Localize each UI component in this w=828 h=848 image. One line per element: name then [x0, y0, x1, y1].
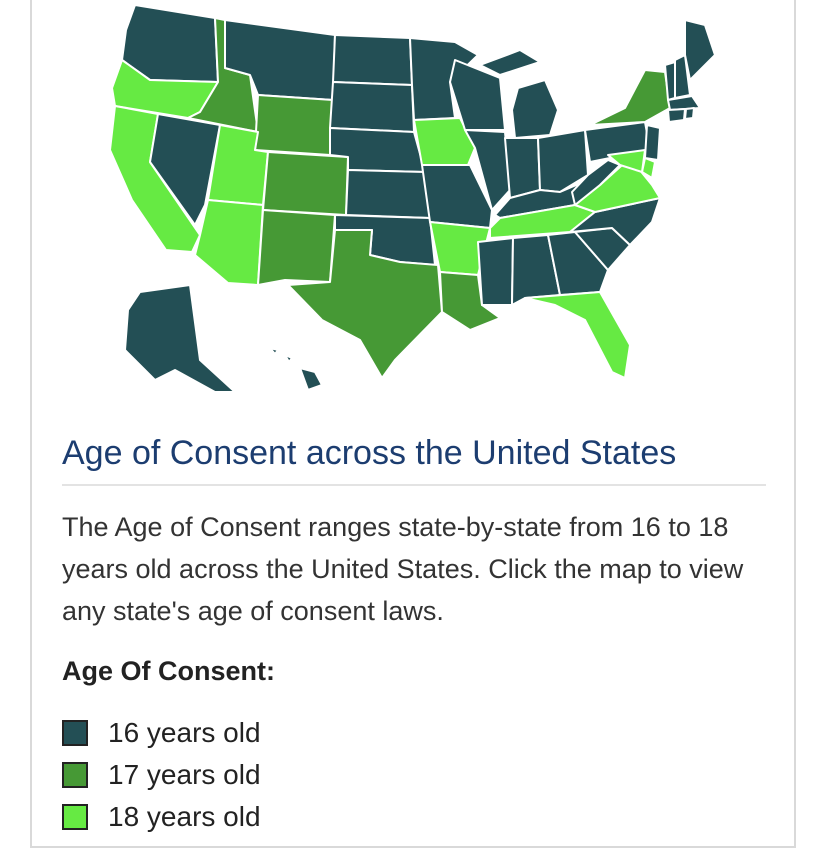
legend: 16 years old 17 years old 18 years old: [62, 712, 261, 838]
state-west-virginia[interactable]: [571, 159, 621, 206]
state-ohio[interactable]: [537, 129, 589, 193]
state-mississippi[interactable]: [477, 237, 514, 306]
legend-item-16: 16 years old: [62, 712, 261, 754]
legend-label-18: 18 years old: [108, 801, 261, 832]
state-colorado[interactable]: [262, 151, 349, 216]
state-nevada[interactable]: [149, 113, 221, 226]
state-maryland[interactable]: [607, 149, 646, 173]
state-illinois[interactable]: [464, 129, 511, 211]
state-missouri[interactable]: [421, 164, 493, 229]
title-divider: [62, 484, 766, 486]
state-connecticut[interactable]: [667, 108, 686, 123]
map-description: The Age of Consent ranges state-by-state…: [62, 512, 744, 626]
state-minnesota[interactable]: [409, 37, 479, 121]
state-arizona[interactable]: [194, 199, 264, 286]
state-indiana[interactable]: [504, 137, 541, 199]
state-iowa[interactable]: [413, 117, 476, 166]
state-wyoming[interactable]: [254, 94, 334, 156]
legend-swatch-18: [62, 804, 88, 830]
state-massachusetts[interactable]: [667, 95, 701, 111]
state-rhode-island[interactable]: [684, 107, 695, 120]
state-hawaii[interactable]: [269, 347, 323, 391]
legend-swatch-16: [62, 720, 88, 746]
legend-label-17: 17 years old: [108, 759, 261, 790]
legend-item-18: 18 years old: [62, 796, 261, 838]
state-texas[interactable]: [287, 229, 443, 379]
state-south-dakota[interactable]: [329, 81, 415, 133]
state-new-jersey[interactable]: [644, 124, 661, 161]
states-layer[interactable]: [109, 4, 716, 393]
state-alaska[interactable]: [124, 284, 236, 393]
page-title: Age of Consent across the United States: [62, 434, 677, 472]
us-map-svg[interactable]: [0, 0, 828, 420]
state-florida[interactable]: [524, 291, 631, 379]
us-map[interactable]: [0, 0, 828, 420]
legend-title: Age Of Consent:: [62, 656, 275, 686]
state-new-york[interactable]: [589, 69, 671, 126]
state-kansas[interactable]: [345, 169, 431, 219]
state-north-dakota[interactable]: [332, 34, 413, 86]
legend-swatch-17: [62, 762, 88, 788]
state-maine[interactable]: [684, 19, 716, 81]
legend-label-16: 16 years old: [108, 717, 261, 748]
state-louisiana[interactable]: [439, 271, 501, 331]
legend-item-17: 17 years old: [62, 754, 261, 796]
state-new-mexico[interactable]: [257, 209, 336, 286]
